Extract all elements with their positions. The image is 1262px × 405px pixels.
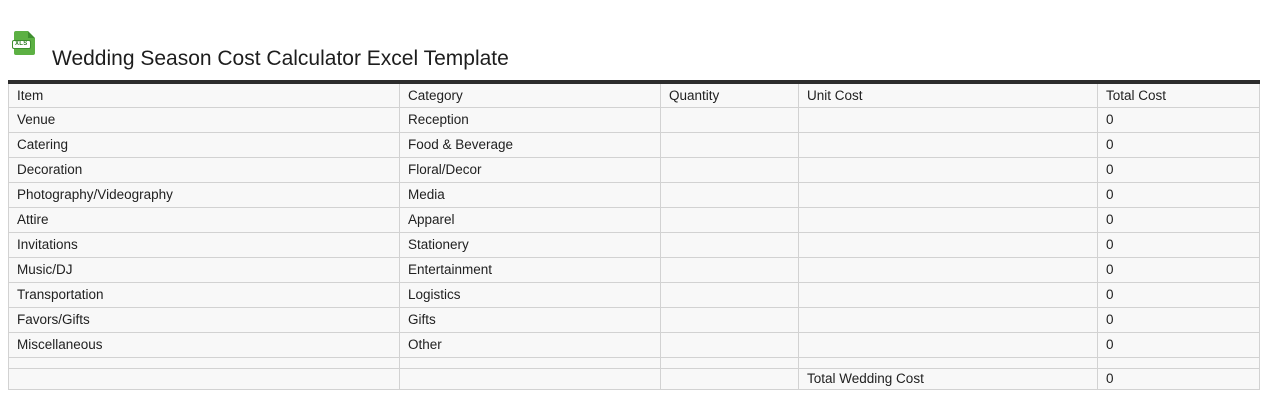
unit-cost-cell bbox=[798, 181, 1098, 208]
category-cell: Reception bbox=[399, 106, 661, 133]
unit-cost-cell bbox=[798, 206, 1098, 233]
total-row-value-cell: 0 bbox=[1097, 367, 1260, 390]
category-cell: Apparel bbox=[399, 206, 661, 233]
total-row-empty-cell bbox=[8, 367, 400, 390]
item-cell: Photography/Videography bbox=[8, 181, 400, 208]
category-cell: Logistics bbox=[399, 281, 661, 308]
page-header: XLS Wedding Season Cost Calculator Excel… bbox=[0, 0, 1262, 80]
quantity-cell bbox=[660, 206, 799, 233]
category-cell: Other bbox=[399, 331, 661, 358]
category-cell: Food & Beverage bbox=[399, 131, 661, 158]
quantity-cell bbox=[660, 256, 799, 283]
quantity-cell bbox=[660, 156, 799, 183]
total-cost-cell: 0 bbox=[1097, 231, 1260, 258]
total-row-empty-cell bbox=[660, 367, 799, 390]
category-cell: Entertainment bbox=[399, 256, 661, 283]
unit-cost-cell bbox=[798, 156, 1098, 183]
spacer-cell bbox=[8, 356, 400, 369]
xls-file-icon-badge: XLS bbox=[12, 40, 31, 49]
spacer-cell bbox=[1097, 356, 1260, 369]
unit-cost-cell bbox=[798, 231, 1098, 258]
spacer-cell bbox=[660, 356, 799, 369]
category-cell: Floral/Decor bbox=[399, 156, 661, 183]
xls-file-icon-fold bbox=[28, 31, 35, 38]
table-row: Decoration Floral/Decor 0 bbox=[8, 156, 1260, 183]
quantity-cell bbox=[660, 331, 799, 358]
table-body: Venue Reception 0 Catering Food & Bevera… bbox=[8, 106, 1260, 390]
total-cost-cell: 0 bbox=[1097, 156, 1260, 183]
total-cost-cell: 0 bbox=[1097, 206, 1260, 233]
unit-cost-cell bbox=[798, 331, 1098, 358]
item-cell: Venue bbox=[8, 106, 400, 133]
unit-cost-cell bbox=[798, 106, 1098, 133]
quantity-cell bbox=[660, 181, 799, 208]
table-row: Attire Apparel 0 bbox=[8, 206, 1260, 233]
unit-cost-cell bbox=[798, 281, 1098, 308]
item-cell: Transportation bbox=[8, 281, 400, 308]
total-cost-cell: 0 bbox=[1097, 131, 1260, 158]
total-cost-cell: 0 bbox=[1097, 281, 1260, 308]
cost-table: Item Category Quantity Unit Cost Total C… bbox=[8, 80, 1260, 390]
table-row: Photography/Videography Media 0 bbox=[8, 181, 1260, 208]
unit-cost-cell bbox=[798, 306, 1098, 333]
total-cost-cell: 0 bbox=[1097, 256, 1260, 283]
category-cell: Media bbox=[399, 181, 661, 208]
quantity-cell bbox=[660, 231, 799, 258]
unit-cost-cell bbox=[798, 256, 1098, 283]
spacer-row bbox=[8, 356, 1260, 369]
total-cost-cell: 0 bbox=[1097, 306, 1260, 333]
table-header-row: Item Category Quantity Unit Cost Total C… bbox=[8, 81, 1260, 108]
total-cost-cell: 0 bbox=[1097, 331, 1260, 358]
column-header-item: Item bbox=[8, 81, 400, 108]
item-cell: Favors/Gifts bbox=[8, 306, 400, 333]
column-header-total-cost: Total Cost bbox=[1097, 81, 1260, 108]
table-row: Transportation Logistics 0 bbox=[8, 281, 1260, 308]
table-row: Music/DJ Entertainment 0 bbox=[8, 256, 1260, 283]
unit-cost-cell bbox=[798, 131, 1098, 158]
total-row-empty-cell bbox=[399, 367, 661, 390]
xls-file-icon: XLS bbox=[12, 31, 35, 55]
total-cost-cell: 0 bbox=[1097, 106, 1260, 133]
spacer-cell bbox=[399, 356, 661, 369]
table-row: Invitations Stationery 0 bbox=[8, 231, 1260, 258]
total-row: Total Wedding Cost 0 bbox=[8, 367, 1260, 390]
item-cell: Attire bbox=[8, 206, 400, 233]
page-title: Wedding Season Cost Calculator Excel Tem… bbox=[52, 47, 509, 71]
item-cell: Catering bbox=[8, 131, 400, 158]
column-header-quantity: Quantity bbox=[660, 81, 799, 108]
table-row: Miscellaneous Other 0 bbox=[8, 331, 1260, 358]
table-row: Favors/Gifts Gifts 0 bbox=[8, 306, 1260, 333]
total-row-label-cell: Total Wedding Cost bbox=[798, 367, 1098, 390]
quantity-cell bbox=[660, 106, 799, 133]
item-cell: Miscellaneous bbox=[8, 331, 400, 358]
item-cell: Invitations bbox=[8, 231, 400, 258]
item-cell: Decoration bbox=[8, 156, 400, 183]
category-cell: Gifts bbox=[399, 306, 661, 333]
category-cell: Stationery bbox=[399, 231, 661, 258]
quantity-cell bbox=[660, 131, 799, 158]
item-cell: Music/DJ bbox=[8, 256, 400, 283]
quantity-cell bbox=[660, 281, 799, 308]
column-header-unit-cost: Unit Cost bbox=[798, 81, 1098, 108]
spacer-cell bbox=[798, 356, 1098, 369]
table-row: Catering Food & Beverage 0 bbox=[8, 131, 1260, 158]
total-cost-cell: 0 bbox=[1097, 181, 1260, 208]
quantity-cell bbox=[660, 306, 799, 333]
table-row: Venue Reception 0 bbox=[8, 106, 1260, 133]
column-header-category: Category bbox=[399, 81, 661, 108]
